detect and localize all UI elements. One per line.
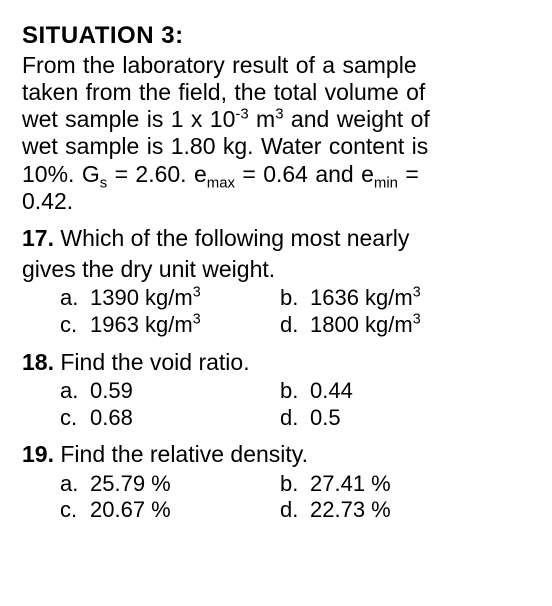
opt-letter: d. xyxy=(280,497,310,524)
q17-row-2: c. 1963 kg/m3 d. 1800 kg/m3 xyxy=(60,312,534,339)
opt-value: 1800 kg/m3 xyxy=(310,312,421,339)
situation-paragraph: From the laboratory result of a sample t… xyxy=(22,52,534,215)
opt-letter: b. xyxy=(280,471,310,498)
opt-value: 27.41 % xyxy=(310,471,391,498)
opt-val-text: 1963 kg/m xyxy=(90,312,193,337)
opt-letter: c. xyxy=(60,497,90,524)
q17-opt-c: c. 1963 kg/m3 xyxy=(60,312,280,339)
q18-row-2: c. 0.68 d. 0.5 xyxy=(60,405,534,432)
q17-opt-a: a. 1390 kg/m3 xyxy=(60,285,280,312)
q19-opt-a: a. 25.79 % xyxy=(60,471,280,498)
q19-row-2: c. 20.67 % d. 22.73 % xyxy=(60,497,534,524)
opt-val-text: 1636 kg/m xyxy=(310,285,413,310)
q17-line-1: 17. Which of the following most nearly xyxy=(22,225,534,252)
q18-opt-a: a. 0.59 xyxy=(60,378,280,405)
q17-opt-b: b. 1636 kg/m3 xyxy=(280,285,421,312)
para-line-5: 10%. Gs = 2.60. emax = 0.64 and emin = xyxy=(22,161,534,188)
para-line-3: wet sample is 1 x 10-3 m3 and weight of xyxy=(22,106,534,133)
opt-value: 1963 kg/m3 xyxy=(90,312,201,339)
q18-number: 18. xyxy=(22,349,54,375)
opt-letter: c. xyxy=(60,405,90,432)
para-line-5a: 10%. G xyxy=(22,161,100,187)
para-line-5c: = 0.64 and e xyxy=(235,161,374,187)
para-line-3a: wet sample is 1 x 10 xyxy=(22,106,235,132)
question-17: 17. Which of the following most nearly g… xyxy=(22,225,534,339)
opt-val-text: 1800 kg/m xyxy=(310,312,413,337)
q18-opt-b: b. 0.44 xyxy=(280,378,353,405)
opt-value: 0.59 xyxy=(90,378,133,405)
q18-options: a. 0.59 b. 0.44 c. 0.68 d. 0.5 xyxy=(60,378,534,432)
opt-value: 25.79 % xyxy=(90,471,171,498)
opt-letter: b. xyxy=(280,378,310,405)
para-line-1: From the laboratory result of a sample xyxy=(22,52,534,79)
q18-text: Find the void ratio. xyxy=(54,349,250,375)
q17-number: 17. xyxy=(22,225,54,251)
cube: 3 xyxy=(193,312,201,328)
para-line-5d: = xyxy=(398,161,419,187)
q19-opt-b: b. 27.41 % xyxy=(280,471,391,498)
opt-value: 1390 kg/m3 xyxy=(90,285,201,312)
para-line-2: taken from the field, the total volume o… xyxy=(22,79,534,106)
opt-value: 0.68 xyxy=(90,405,133,432)
q19-line-1: 19. Find the relative density. xyxy=(22,441,534,468)
opt-value: 20.67 % xyxy=(90,497,171,524)
q17-opt-d: d. 1800 kg/m3 xyxy=(280,312,421,339)
cube: 3 xyxy=(413,285,421,301)
opt-letter: a. xyxy=(60,378,90,405)
page: SITUATION 3: From the laboratory result … xyxy=(0,0,552,564)
situation-title: SITUATION 3: xyxy=(22,22,534,50)
exponent: -3 xyxy=(235,106,248,123)
q18-opt-d: d. 0.5 xyxy=(280,405,341,432)
opt-letter: a. xyxy=(60,285,90,312)
opt-value: 1636 kg/m3 xyxy=(310,285,421,312)
q18-opt-c: c. 0.68 xyxy=(60,405,280,432)
subscript-max: max xyxy=(207,174,235,191)
q19-text: Find the relative density. xyxy=(54,441,308,467)
cube: 3 xyxy=(413,312,421,328)
q19-opt-c: c. 20.67 % xyxy=(60,497,280,524)
q17-options: a. 1390 kg/m3 b. 1636 kg/m3 c. 1963 kg/m… xyxy=(60,285,534,339)
opt-letter: a. xyxy=(60,471,90,498)
q18-row-1: a. 0.59 b. 0.44 xyxy=(60,378,534,405)
para-line-3b: m xyxy=(249,106,276,132)
subscript-min: min xyxy=(374,174,398,191)
question-18: 18. Find the void ratio. a. 0.59 b. 0.44… xyxy=(22,349,534,432)
opt-value: 0.5 xyxy=(310,405,341,432)
para-line-6: 0.42. xyxy=(22,188,534,215)
opt-value: 0.44 xyxy=(310,378,353,405)
q17-text: Which of the following most nearly xyxy=(54,225,409,251)
opt-value: 22.73 % xyxy=(310,497,391,524)
opt-val-text: 1390 kg/m xyxy=(90,285,193,310)
cube: 3 xyxy=(193,285,201,301)
cube: 3 xyxy=(275,106,283,123)
q19-options: a. 25.79 % b. 27.41 % c. 20.67 % d. 22.7… xyxy=(60,471,534,525)
q19-number: 19. xyxy=(22,441,54,467)
opt-letter: b. xyxy=(280,285,310,312)
q17-line-2: gives the dry unit weight. xyxy=(22,256,534,283)
opt-letter: d. xyxy=(280,405,310,432)
q19-opt-d: d. 22.73 % xyxy=(280,497,391,524)
question-19: 19. Find the relative density. a. 25.79 … xyxy=(22,441,534,524)
q17-row-1: a. 1390 kg/m3 b. 1636 kg/m3 xyxy=(60,285,534,312)
para-line-4: wet sample is 1.80 kg. Water content is xyxy=(22,133,534,160)
para-line-3c: and weight of xyxy=(284,106,430,132)
q19-row-1: a. 25.79 % b. 27.41 % xyxy=(60,471,534,498)
q18-line-1: 18. Find the void ratio. xyxy=(22,349,534,376)
opt-letter: c. xyxy=(60,312,90,339)
para-line-5b: = 2.60. e xyxy=(107,161,207,187)
opt-letter: d. xyxy=(280,312,310,339)
